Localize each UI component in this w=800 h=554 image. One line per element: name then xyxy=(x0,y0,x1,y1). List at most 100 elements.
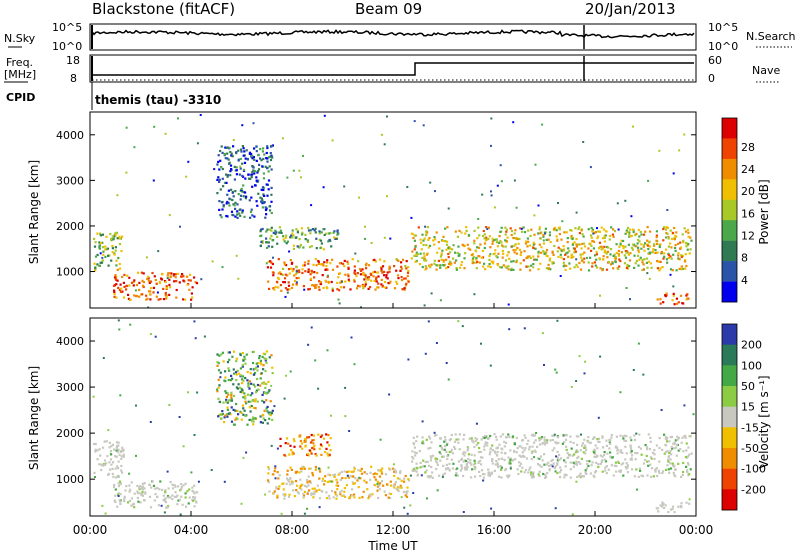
scatter-cell xyxy=(591,228,594,231)
scatter-cell xyxy=(658,260,661,263)
scatter-cell xyxy=(130,481,133,484)
scatter-cell xyxy=(329,437,332,440)
scatter-cell xyxy=(92,395,95,398)
scatter-cell xyxy=(268,209,272,212)
scatter-cell xyxy=(528,445,531,448)
scatter-cell xyxy=(651,467,654,470)
scatter-cell xyxy=(184,492,187,495)
scatter-cell xyxy=(528,255,531,258)
scatter-cell xyxy=(515,451,518,454)
scatter-cell xyxy=(255,145,258,148)
scatter-cell xyxy=(687,242,690,246)
scatter-cell xyxy=(250,176,253,179)
scatter-cell xyxy=(261,150,264,153)
scatter-cell xyxy=(303,512,306,515)
scatter-cell xyxy=(242,379,245,382)
scatter-cell xyxy=(415,462,418,465)
scatter-cell xyxy=(218,200,221,203)
scatter-cell xyxy=(523,449,526,452)
scatter-cell xyxy=(441,239,444,242)
scatter-cell xyxy=(175,495,178,498)
scatter-cell xyxy=(639,230,642,233)
scatter-cell xyxy=(363,285,367,288)
scatter-cell xyxy=(587,247,590,250)
scatter-cell xyxy=(251,398,255,402)
scatter-cell xyxy=(459,266,462,269)
scatter-cell xyxy=(241,209,244,212)
scatter-cell xyxy=(677,301,680,304)
scatter-cell xyxy=(635,259,638,262)
scatter-cell xyxy=(270,229,273,232)
scatter-cell xyxy=(593,261,596,264)
scatter-cell xyxy=(282,238,285,241)
scatter-cell xyxy=(556,450,559,454)
scatter-cell xyxy=(111,472,114,475)
scatter-cell xyxy=(136,496,139,500)
scatter-cell xyxy=(310,271,314,274)
scatter-cell xyxy=(663,252,666,255)
scatter-cell xyxy=(584,471,587,474)
scatter-cell xyxy=(128,472,131,475)
scatter-cell xyxy=(497,458,500,461)
scatter-cell xyxy=(386,115,388,118)
scatter-cell xyxy=(117,460,120,463)
scatter-cell xyxy=(513,232,516,235)
scatter-cell xyxy=(681,254,685,258)
scatter-cell xyxy=(107,254,110,257)
scatter-cell xyxy=(252,383,255,386)
scatter-cell xyxy=(555,235,558,238)
scatter-cell xyxy=(630,246,634,249)
scatter-cell xyxy=(330,280,333,284)
scatter-cell xyxy=(102,246,105,249)
scatter-cell xyxy=(567,247,570,250)
scatter-cell xyxy=(653,244,656,247)
scatter-cell xyxy=(126,274,129,277)
scatter-cell xyxy=(248,151,252,154)
scatter-cell xyxy=(659,260,662,263)
scatter-cell xyxy=(117,444,120,447)
scatter-cell xyxy=(307,270,310,273)
scatter-cell xyxy=(154,493,157,496)
scatter-cell xyxy=(520,227,523,230)
scatter-cell xyxy=(457,460,460,463)
scatter-cell xyxy=(350,494,353,497)
scatter-cell xyxy=(352,470,355,473)
scatter-cell xyxy=(497,252,500,255)
scatter-cell xyxy=(472,463,476,466)
scatter-cell xyxy=(243,409,246,412)
scatter-cell xyxy=(516,238,519,241)
scatter-cell xyxy=(529,234,532,237)
time-xlabel: Time UT xyxy=(367,539,418,553)
scatter-cell xyxy=(266,146,269,150)
scatter-cell xyxy=(573,249,576,252)
scatter-cell xyxy=(634,458,637,461)
scatter-cell xyxy=(339,493,342,496)
scatter-cell xyxy=(315,237,318,240)
scatter-cell xyxy=(173,495,176,498)
scatter-cell xyxy=(419,238,422,241)
scatter-cell xyxy=(141,485,145,488)
scatter-cell xyxy=(376,482,379,485)
x-tick-label: 16:00 xyxy=(477,523,512,537)
scatter-cell xyxy=(235,402,238,406)
scatter-cell xyxy=(357,260,360,263)
scatter-cell xyxy=(224,146,227,149)
scatter-cell xyxy=(660,409,663,411)
scatter-cell xyxy=(382,484,385,487)
scatter-cell xyxy=(444,445,447,448)
scatter-cell xyxy=(177,499,180,502)
scatter-cell xyxy=(377,469,380,472)
scatter-cell xyxy=(331,268,335,271)
scatter-cell xyxy=(112,475,115,478)
scatter-cell xyxy=(298,486,301,490)
scatter-cell xyxy=(519,262,522,265)
scatter-cell xyxy=(582,451,585,454)
scatter-cell xyxy=(270,226,273,229)
scatter-cell xyxy=(223,379,226,382)
scatter-cell xyxy=(308,246,312,249)
scatter-cell xyxy=(493,239,496,242)
scatter-cell xyxy=(264,206,267,209)
scatter-cell xyxy=(193,276,196,279)
noise-line xyxy=(91,29,695,39)
scatter-cell xyxy=(679,294,683,297)
